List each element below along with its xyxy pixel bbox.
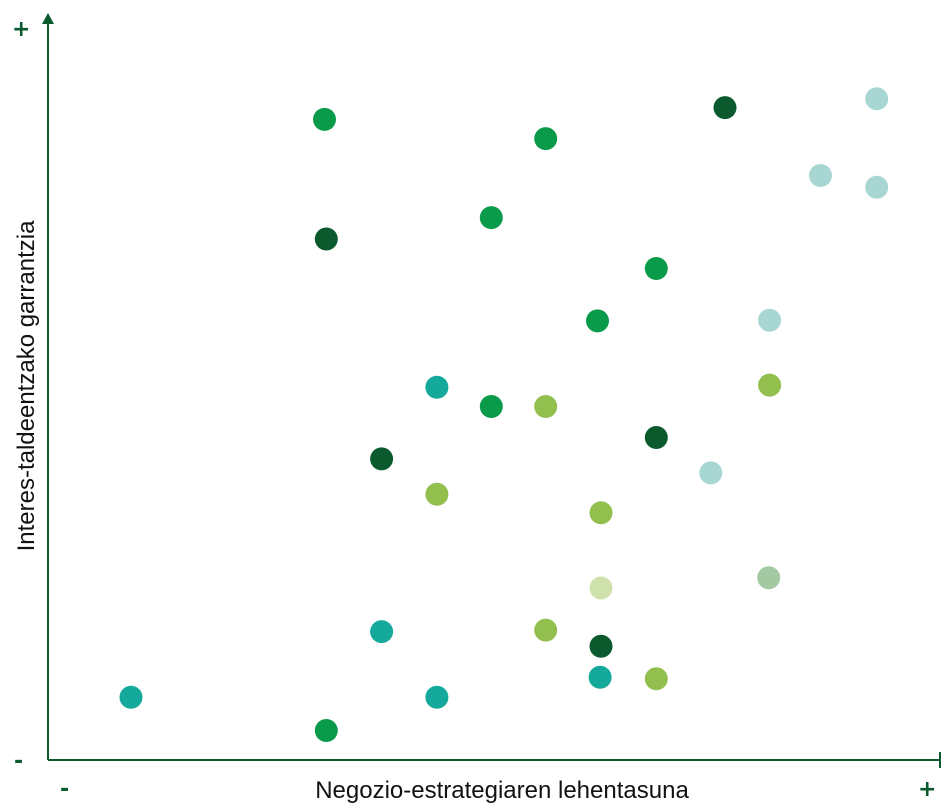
- data-point-5: [809, 164, 832, 187]
- data-point-22: [757, 566, 781, 590]
- y-axis-max-label: +: [12, 17, 30, 42]
- data-point-12: [425, 375, 449, 399]
- data-point-25: [589, 634, 613, 658]
- data-point-2: [534, 127, 558, 151]
- data-points: [119, 87, 889, 742]
- data-point-13: [479, 395, 503, 418]
- data-point-15: [758, 373, 782, 397]
- data-point-18: [699, 461, 723, 485]
- x-axis-min-label: -: [60, 777, 69, 802]
- x-axis-title: Negozio-estrategiaren lehentasuna: [315, 777, 689, 804]
- data-point-27: [644, 667, 668, 691]
- data-point-1: [313, 107, 336, 131]
- y-axis-arrow-icon: [42, 13, 54, 24]
- data-point-7: [314, 227, 338, 251]
- data-point-17: [644, 426, 668, 449]
- data-point-8: [479, 206, 503, 230]
- data-point-3: [713, 96, 737, 120]
- data-point-4: [865, 87, 889, 111]
- data-point-9: [644, 257, 668, 280]
- data-point-23: [370, 620, 394, 644]
- data-point-19: [425, 482, 449, 506]
- y-axis-title: Interes-taldeentzako garrantzia: [13, 220, 40, 552]
- data-point-24: [534, 618, 558, 642]
- y-axis-min-label: -: [14, 749, 23, 774]
- data-point-14: [534, 395, 558, 418]
- data-point-30: [314, 719, 338, 742]
- data-point-16: [370, 447, 394, 471]
- data-point-21: [589, 576, 613, 600]
- data-point-11: [758, 308, 782, 332]
- data-point-26: [588, 665, 612, 689]
- data-point-10: [586, 309, 609, 333]
- data-point-29: [425, 685, 449, 709]
- data-point-20: [589, 501, 613, 525]
- data-point-28: [119, 685, 143, 709]
- x-axis-max-label: +: [918, 777, 936, 802]
- data-point-6: [865, 175, 889, 199]
